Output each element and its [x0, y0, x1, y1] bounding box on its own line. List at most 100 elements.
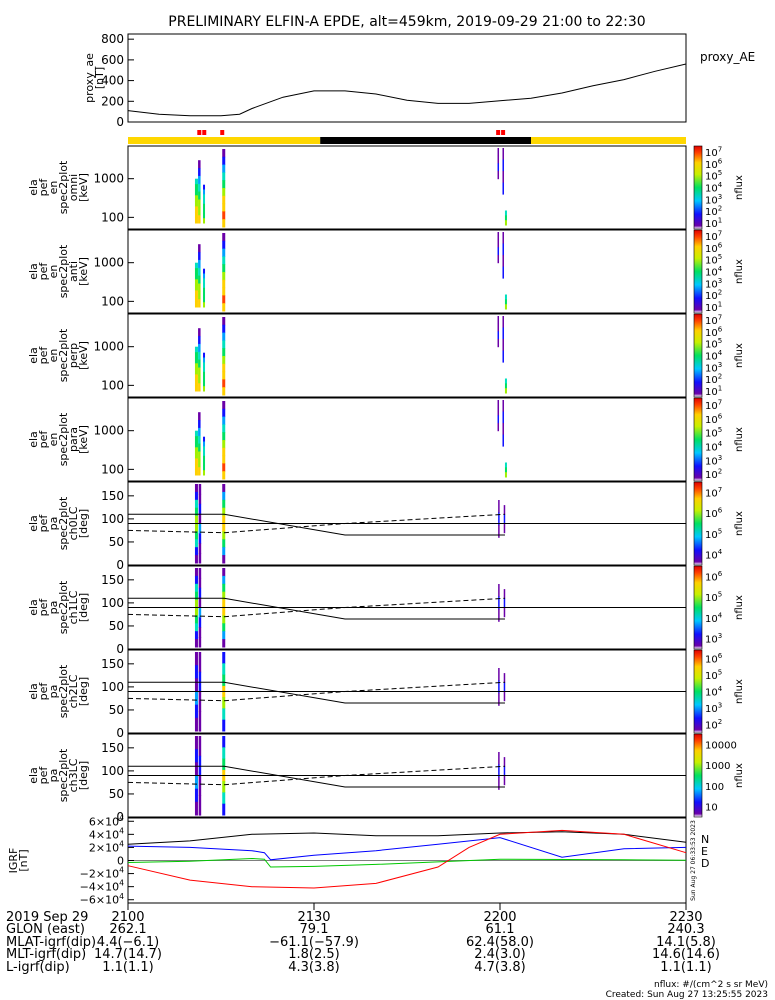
pa_ch0-cell [503, 505, 506, 515]
pa_ch0-colorbar [693, 481, 703, 566]
spec_para-cell [504, 462, 507, 468]
proxy-ae-ylabel-line: proxy_ae [83, 53, 96, 103]
spec_perp-cell [504, 388, 507, 394]
pa_ch3-cell [194, 801, 198, 816]
spec_para-ylabel-line: pef [37, 430, 50, 449]
pa_ch0-cell [198, 543, 202, 554]
pa_ch2-cell [503, 682, 506, 692]
footer-units: nflux: #/(cm^2 s sr MeV) [654, 980, 768, 990]
igrf-ylabel-line: [nT] [17, 849, 30, 871]
pa_ch0-loss-cone-line [128, 513, 505, 536]
spec_perp-ylabel-line: pef [37, 346, 50, 365]
pa_ch0-colorbar-label-text: nflux [734, 511, 745, 536]
time-axis-row-label: MLAT-igrf(dip) [6, 935, 96, 950]
spec_anti-cell [222, 295, 226, 304]
pa_ch2-antiloss-cone-line [127, 681, 505, 702]
spec_para-cell [203, 455, 206, 462]
igrf-ylabel: IGRF[nT] [7, 848, 30, 874]
spec_perp-colorbar-tick: 106 [705, 325, 723, 339]
spec_para-cell [198, 451, 201, 460]
time-axis-row-value: 4.4(−6.1) [97, 935, 159, 950]
spec_para-colorbar-label: nflux [734, 427, 745, 452]
spec_omni-cell [222, 188, 226, 197]
pa_ch2-cell [194, 691, 198, 706]
spec_para-cell [502, 434, 504, 447]
spec_omni-colorbar-tick: 103 [705, 193, 722, 207]
pa_ch3-colorbar-tick: 100 [705, 782, 724, 793]
science-zone-marker [496, 130, 501, 135]
spec_para-cell [194, 463, 198, 470]
pa_ch3-colorbar-tick: 10000 [705, 740, 737, 751]
spec_omni-cell [497, 148, 500, 157]
pa_ch1-cell [503, 589, 506, 599]
spec_omni-cell [222, 164, 226, 173]
proxy-ae-panel: 0 200 400 600 800 proxy_ae[nT] proxy_AE [83, 32, 755, 129]
pa_ch0-cell [222, 491, 226, 501]
pa_ch3-loss-cone-line [128, 765, 505, 788]
spec_para-colorbar-tick: 106 [705, 412, 723, 426]
spec_perp-cell [504, 383, 507, 389]
spec_anti-cell [497, 247, 500, 256]
spec_anti-cell [222, 303, 226, 312]
spec_omni-cell [194, 178, 198, 185]
spec_omni-cell [198, 207, 201, 216]
spec_omni-cell [198, 215, 201, 224]
spec_perp-cell [198, 375, 201, 384]
pa_ch1-cell [198, 568, 202, 579]
igrf-series-D [127, 829, 687, 889]
pa_ch0-ytick-label: 0 [116, 558, 124, 572]
pa_ch2-colorbar-tick: 106 [705, 652, 723, 666]
pa_ch2-cell [503, 691, 506, 702]
pa_ch1-colorbar [693, 565, 703, 650]
spec_perp-cell [497, 316, 500, 325]
spec_omni-cell [203, 184, 206, 190]
spec_para-cell [198, 467, 201, 476]
spec_para-cell [194, 447, 198, 454]
pa_ch1-cell [222, 591, 226, 601]
pa_ch3-cell [194, 788, 198, 803]
pa_ch1-ylabel-line: ch1LC [67, 590, 80, 624]
pa_ch3-ylabel-line: ela [27, 767, 40, 784]
spec_para-colorbar-tick: 107 [705, 398, 722, 412]
igrf-panel: −6×104−4×104−2×10402×1044×1046×104IGRF[n… [7, 813, 709, 906]
spec_perp-colorbar-label: nflux [734, 343, 745, 368]
spec_omni-cell [194, 184, 198, 191]
pa_ch0-cell [194, 555, 198, 564]
spec_anti-panel: 1001000elapefenspec2plotanti[keV]1011021… [27, 229, 745, 314]
igrf-ytick-label: 0 [117, 855, 124, 868]
spec_para-cell [222, 447, 226, 457]
spec_perp-cell [222, 324, 226, 334]
pa_ch0-cell [198, 533, 202, 544]
proxy-ae-legend: proxy_AE [700, 50, 755, 64]
spec_para-cell [194, 430, 198, 437]
spec_omni-cell [194, 189, 198, 196]
spec_anti-cell [198, 283, 201, 292]
pa_ch1-cell [198, 627, 202, 638]
spec_omni-cell [198, 199, 201, 208]
igrf-ytick-label: 4×104 [89, 826, 124, 841]
spec_anti-colorbar-tick: 101 [705, 301, 722, 315]
igrf-ytick-label: −4×104 [80, 879, 124, 894]
spec_omni-cell [203, 218, 206, 224]
spec_perp-cell [194, 374, 198, 381]
spec_anti-colorbar-tick: 104 [705, 265, 723, 279]
spec_anti-cell [203, 292, 206, 298]
proxy-ae-line [127, 63, 687, 117]
spec_omni-cell [222, 211, 226, 220]
spec_omni-cell [504, 210, 507, 216]
spec_anti-cell [222, 248, 226, 257]
spec_omni-cell [194, 206, 198, 213]
spec_para-colorbar [693, 397, 703, 482]
proxy-ae-ytick-label: 0 [116, 115, 124, 129]
pa_ch0-colorbar-tick: 106 [705, 507, 723, 521]
spec_perp-ylabel-line: ela [27, 347, 40, 364]
time-axis-row-label: MLT-igrf(dip) [6, 947, 86, 962]
time-axis-row-value: 2.4(3.0) [474, 947, 526, 962]
spec_perp-cell [502, 339, 504, 351]
spec_para-cell [222, 401, 226, 410]
pa_ch2-loss-cone-line [128, 681, 505, 704]
spec_perp-cell [222, 340, 226, 349]
igrf-legend-N: N [701, 833, 709, 846]
